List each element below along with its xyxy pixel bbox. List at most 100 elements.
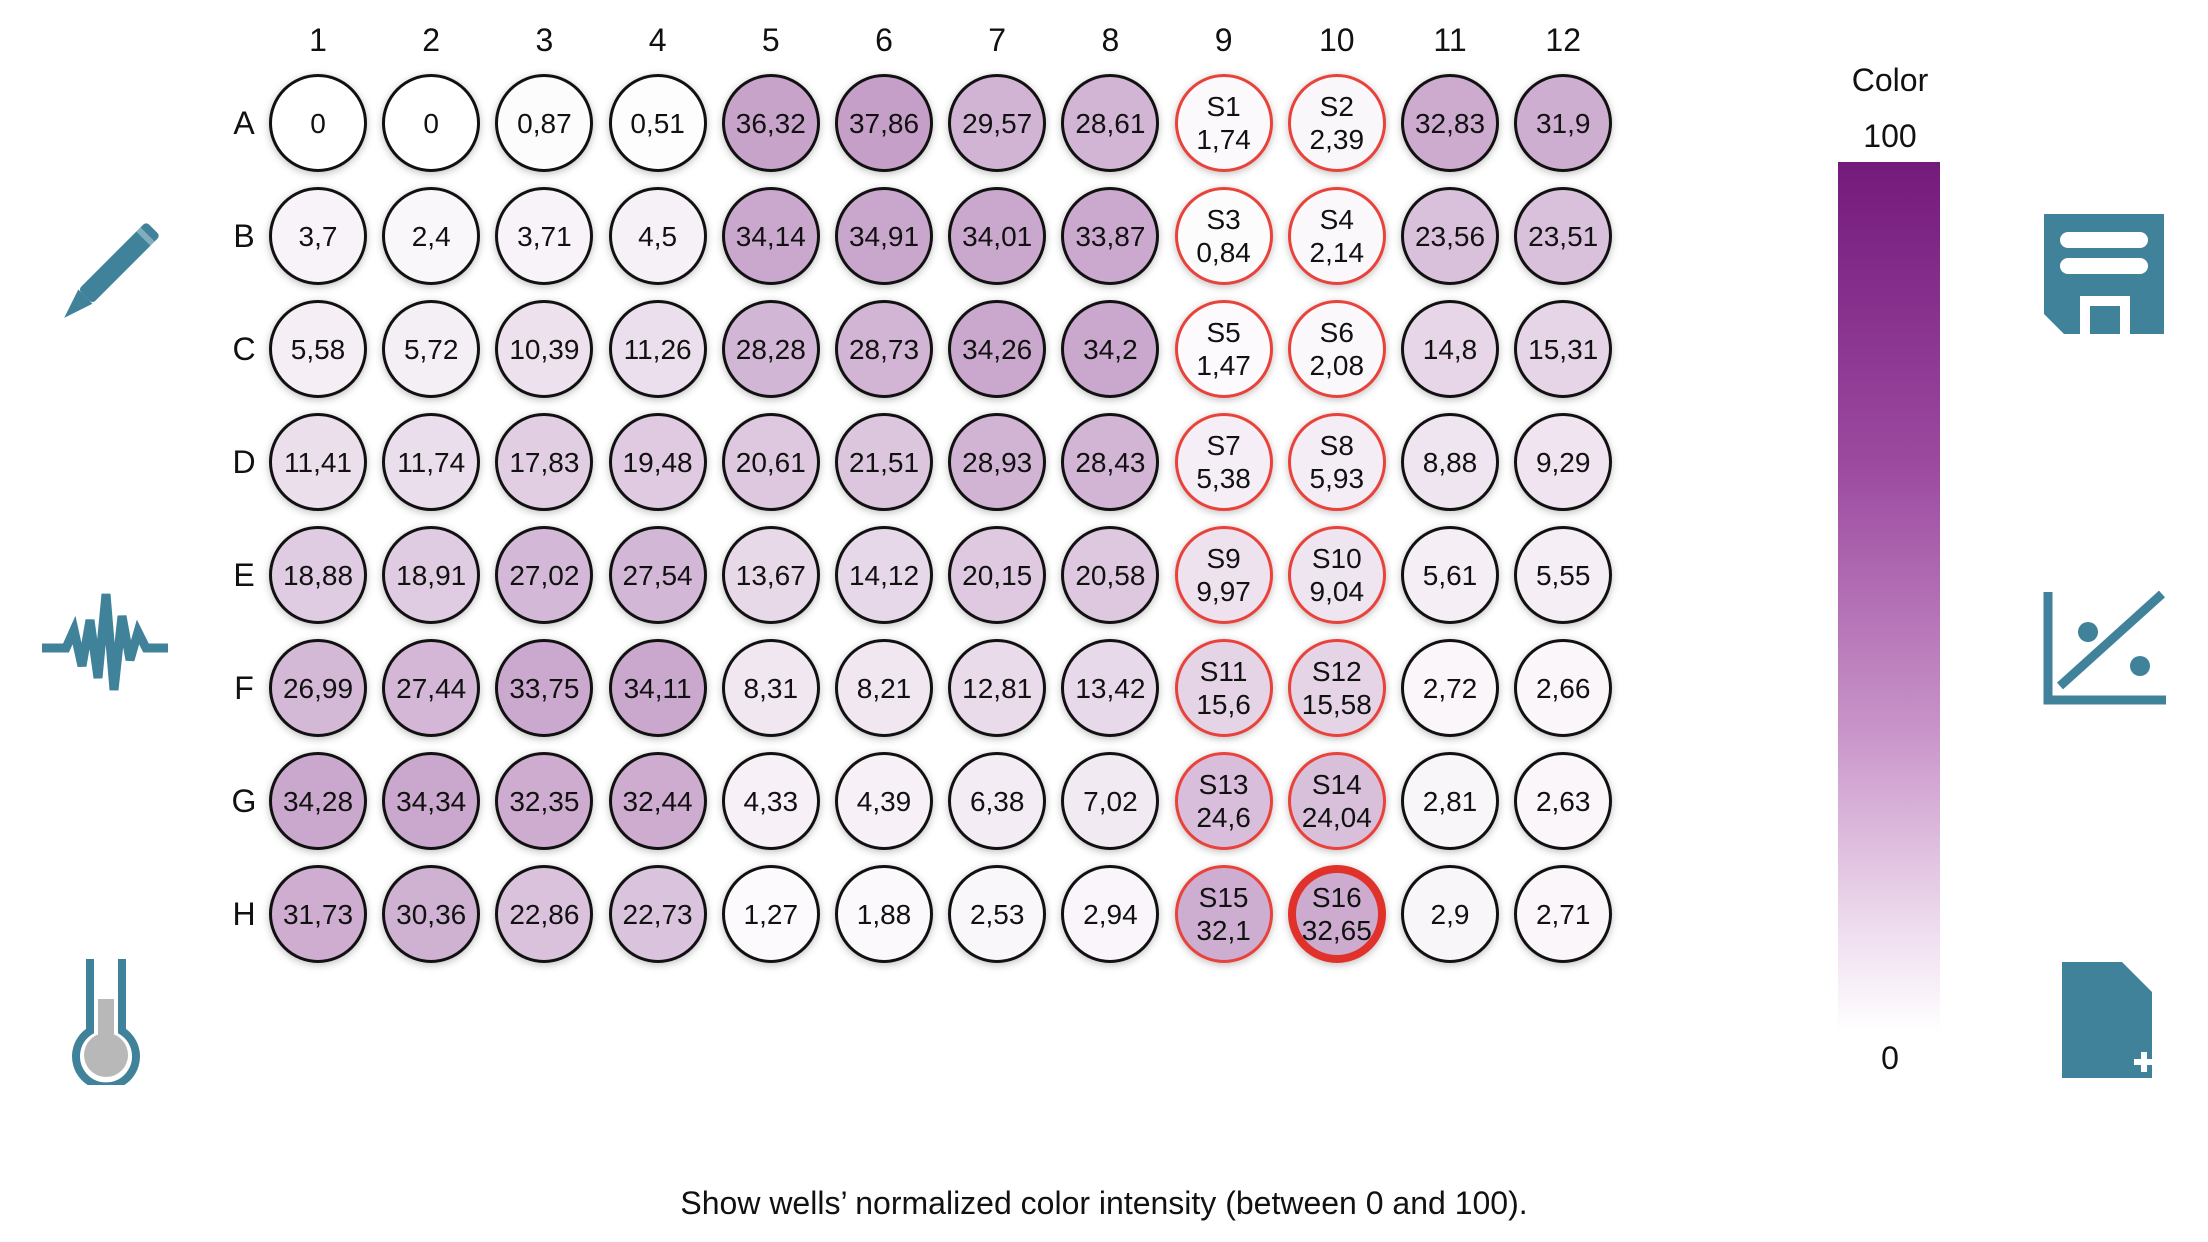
well[interactable]: 34,28 bbox=[269, 752, 367, 850]
standard-well[interactable]: S2 2,39 bbox=[1287, 74, 1386, 172]
well[interactable]: 34,26 bbox=[948, 300, 1047, 398]
standard-curve-button[interactable] bbox=[2040, 588, 2170, 708]
well[interactable]: 27,44 bbox=[382, 639, 481, 737]
well[interactable]: 8,31 bbox=[721, 639, 820, 737]
well[interactable]: 2,53 bbox=[948, 865, 1047, 963]
well[interactable]: 5,58 bbox=[269, 300, 367, 398]
standard-well[interactable]: S3 0,84 bbox=[1174, 187, 1273, 285]
well[interactable]: 0 bbox=[269, 74, 367, 172]
standard-well[interactable]: S15 32,1 bbox=[1174, 865, 1273, 963]
standard-well[interactable]: S7 5,38 bbox=[1174, 413, 1273, 511]
well[interactable]: 14,12 bbox=[835, 526, 933, 624]
well[interactable]: 31,9 bbox=[1514, 74, 1613, 172]
well[interactable]: 37,86 bbox=[835, 74, 933, 172]
well[interactable]: 34,2 bbox=[1061, 300, 1160, 398]
well[interactable]: 31,73 bbox=[269, 865, 367, 963]
well[interactable]: 34,34 bbox=[382, 752, 481, 850]
well[interactable]: 1,27 bbox=[721, 865, 820, 963]
well[interactable]: 34,91 bbox=[835, 187, 933, 285]
well[interactable]: 30,36 bbox=[382, 865, 481, 963]
well[interactable]: 7,02 bbox=[1061, 752, 1160, 850]
well[interactable]: 28,61 bbox=[1061, 74, 1160, 172]
standard-well[interactable]: S4 2,14 bbox=[1287, 187, 1386, 285]
signal-button[interactable] bbox=[40, 586, 170, 696]
standard-well[interactable]: S11 15,6 bbox=[1174, 639, 1273, 737]
well[interactable]: 6,38 bbox=[948, 752, 1047, 850]
well[interactable]: 27,02 bbox=[495, 526, 594, 624]
well[interactable]: 33,87 bbox=[1061, 187, 1160, 285]
well[interactable]: 17,83 bbox=[495, 413, 594, 511]
well[interactable]: 18,91 bbox=[382, 526, 481, 624]
temperature-button[interactable] bbox=[70, 955, 142, 1085]
edit-button[interactable] bbox=[44, 210, 172, 338]
well[interactable]: 15,31 bbox=[1514, 300, 1613, 398]
well[interactable]: 34,01 bbox=[948, 187, 1047, 285]
standard-well[interactable]: S13 24,6 bbox=[1174, 752, 1273, 850]
well[interactable]: 2,71 bbox=[1514, 865, 1613, 963]
new-file-button[interactable] bbox=[2050, 958, 2160, 1084]
well[interactable]: 11,26 bbox=[608, 300, 707, 398]
well[interactable]: 23,56 bbox=[1401, 187, 1499, 285]
well[interactable]: 2,94 bbox=[1061, 865, 1160, 963]
standard-well[interactable]: S10 9,04 bbox=[1287, 526, 1386, 624]
well[interactable]: 2,4 bbox=[382, 187, 481, 285]
well[interactable]: 36,32 bbox=[721, 74, 820, 172]
standard-well[interactable]: S9 9,97 bbox=[1174, 526, 1273, 624]
well[interactable]: 21,51 bbox=[835, 413, 933, 511]
well[interactable]: 28,93 bbox=[948, 413, 1047, 511]
well[interactable]: 13,67 bbox=[721, 526, 820, 624]
well[interactable]: 8,88 bbox=[1401, 413, 1499, 511]
well[interactable]: 0 bbox=[382, 74, 481, 172]
well[interactable]: 22,73 bbox=[608, 865, 707, 963]
well[interactable]: 12,81 bbox=[948, 639, 1047, 737]
well[interactable]: 20,58 bbox=[1061, 526, 1160, 624]
well[interactable]: 5,72 bbox=[382, 300, 481, 398]
well[interactable]: 2,81 bbox=[1401, 752, 1499, 850]
well[interactable]: 4,39 bbox=[835, 752, 933, 850]
well[interactable]: 18,88 bbox=[269, 526, 367, 624]
standard-well[interactable]: S1 1,74 bbox=[1174, 74, 1273, 172]
well[interactable]: 32,35 bbox=[495, 752, 594, 850]
well[interactable]: 22,86 bbox=[495, 865, 594, 963]
well[interactable]: 4,5 bbox=[608, 187, 707, 285]
well[interactable]: 20,61 bbox=[721, 413, 820, 511]
standard-well[interactable]: S5 1,47 bbox=[1174, 300, 1273, 398]
standard-well[interactable]: S6 2,08 bbox=[1287, 300, 1386, 398]
well[interactable]: 19,48 bbox=[608, 413, 707, 511]
well[interactable]: 2,66 bbox=[1514, 639, 1613, 737]
well[interactable]: 3,7 bbox=[269, 187, 367, 285]
save-button[interactable] bbox=[2036, 206, 2172, 342]
well[interactable]: 5,55 bbox=[1514, 526, 1613, 624]
well[interactable]: 11,41 bbox=[269, 413, 367, 511]
well[interactable]: 0,87 bbox=[495, 74, 594, 172]
well[interactable]: 4,33 bbox=[721, 752, 820, 850]
standard-well[interactable]: S14 24,04 bbox=[1287, 752, 1386, 850]
well[interactable]: 1,88 bbox=[835, 865, 933, 963]
well[interactable]: 29,57 bbox=[948, 74, 1047, 172]
standard-well[interactable]: S8 5,93 bbox=[1287, 413, 1386, 511]
well[interactable]: 2,9 bbox=[1401, 865, 1499, 963]
well[interactable]: 13,42 bbox=[1061, 639, 1160, 737]
well[interactable]: 0,51 bbox=[608, 74, 707, 172]
well[interactable]: 8,21 bbox=[835, 639, 933, 737]
well[interactable]: 3,71 bbox=[495, 187, 594, 285]
well[interactable]: 32,44 bbox=[608, 752, 707, 850]
standard-well[interactable]: S16 32,65 bbox=[1287, 865, 1386, 963]
well[interactable]: 34,11 bbox=[608, 639, 707, 737]
standard-well[interactable]: S12 15,58 bbox=[1287, 639, 1386, 737]
well[interactable]: 2,63 bbox=[1514, 752, 1613, 850]
well[interactable]: 32,83 bbox=[1401, 74, 1499, 172]
well[interactable]: 27,54 bbox=[608, 526, 707, 624]
well[interactable]: 9,29 bbox=[1514, 413, 1613, 511]
well[interactable]: 26,99 bbox=[269, 639, 367, 737]
well[interactable]: 33,75 bbox=[495, 639, 594, 737]
well[interactable]: 2,72 bbox=[1401, 639, 1499, 737]
well[interactable]: 28,43 bbox=[1061, 413, 1160, 511]
well[interactable]: 23,51 bbox=[1514, 187, 1613, 285]
well[interactable]: 28,73 bbox=[835, 300, 933, 398]
well[interactable]: 34,14 bbox=[721, 187, 820, 285]
well[interactable]: 28,28 bbox=[721, 300, 820, 398]
well[interactable]: 5,61 bbox=[1401, 526, 1499, 624]
well[interactable]: 20,15 bbox=[948, 526, 1047, 624]
well[interactable]: 10,39 bbox=[495, 300, 594, 398]
